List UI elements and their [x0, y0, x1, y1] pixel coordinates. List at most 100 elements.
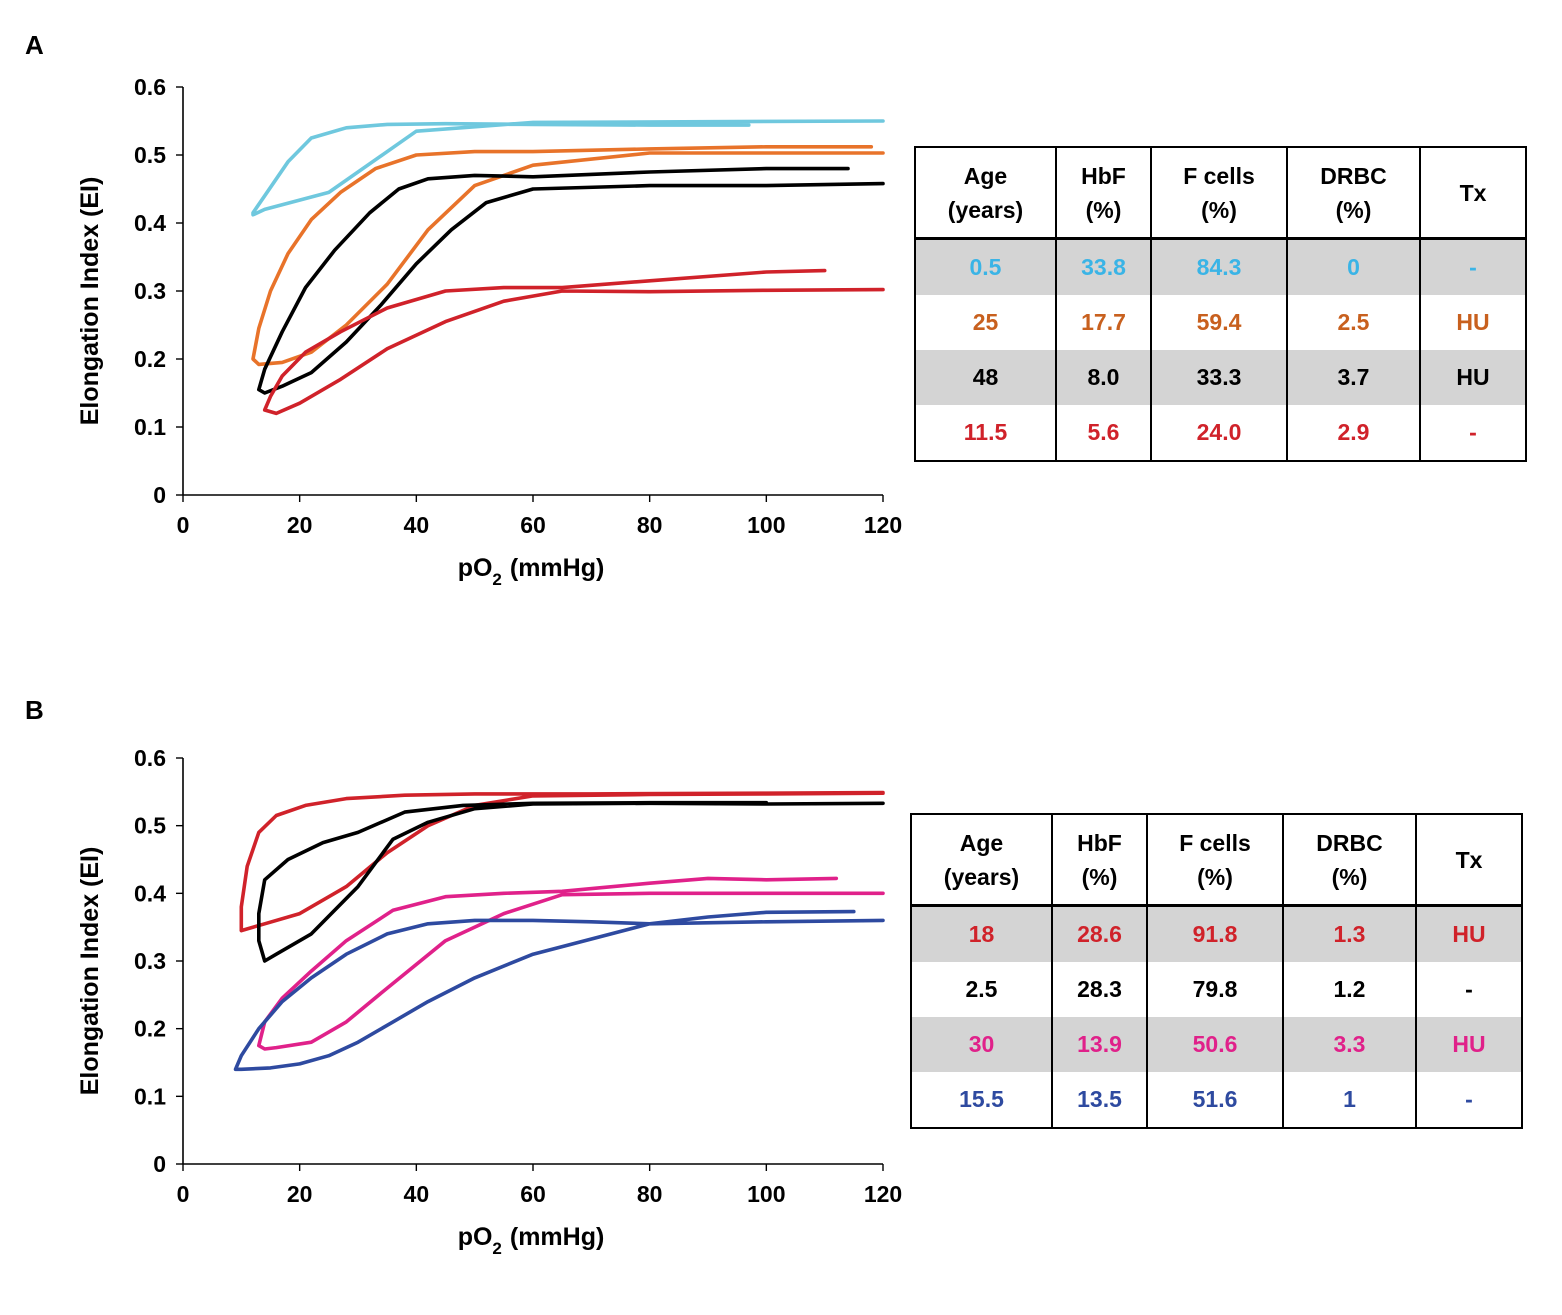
table-cell: 1.3: [1282, 905, 1417, 962]
table-cell: 8.0: [1055, 350, 1152, 405]
table-header-cell: Age (years): [910, 814, 1053, 907]
table-cell: 24.0: [1150, 405, 1288, 461]
x-tick-label: 100: [747, 1181, 785, 1207]
table-cell: 30: [910, 1017, 1053, 1072]
table-cell: 33.8: [1055, 238, 1152, 295]
x-tick-label: 20: [287, 1181, 313, 1207]
table-cell: 79.8: [1146, 962, 1284, 1017]
table-header-text: Tx: [1459, 179, 1487, 206]
table-row: 30 13.9 50.6 3.3 HU: [910, 1017, 1523, 1072]
x-axis-title: pO2 (mmHg): [458, 1223, 605, 1258]
x-tick-label: 120: [864, 1181, 902, 1207]
y-tick-label: 0.3: [134, 278, 166, 304]
series-curve: [233, 909, 885, 1072]
x-tick-label: 60: [520, 512, 546, 538]
table-row: 48 8.0 33.3 3.7 HU: [914, 350, 1527, 405]
table-header-text: (years): [943, 863, 1020, 890]
table-header-cell: HbF (%): [1055, 147, 1152, 240]
y-tick-label: 0.4: [134, 880, 166, 906]
chart-b: 0 0.1 0.2 0.3 0.4 0.5 0.6 0 20 40 60 80 100 120 pO2 (mm…: [76, 745, 902, 1258]
table-header-text: (%): [1201, 196, 1237, 223]
table-cell: 59.4: [1150, 295, 1288, 350]
y-tick-label: 0.2: [134, 346, 166, 372]
x-tick-label: 100: [747, 512, 785, 538]
series-curve: [251, 119, 885, 217]
table-cell: 1.2: [1282, 962, 1417, 1017]
table-cell: 91.8: [1146, 905, 1284, 962]
x-tick-label: 0: [177, 1181, 190, 1207]
x-axis-title-unit: (mmHg): [510, 554, 604, 582]
table-header-text: Age: [959, 829, 1004, 856]
panel-letter: B: [25, 695, 44, 725]
table-cell: -: [1419, 405, 1527, 461]
table-cell: 2.9: [1286, 405, 1421, 461]
table-cell: 3.7: [1286, 350, 1421, 405]
table-header-text: HbF: [1077, 829, 1122, 856]
table-header-cell: Tx: [1419, 147, 1527, 240]
panel-b: B 0 0.1 0.2 0.3 0.4 0.5 0.6 0 20 40 60 80 100 120 pO2 (…: [0, 665, 1562, 1315]
table-cell: 51.6: [1146, 1072, 1284, 1128]
table-header-text: (%): [1081, 863, 1118, 890]
table-header-text: Tx: [1455, 846, 1483, 873]
table-cell: 84.3: [1150, 238, 1288, 295]
x-axis-title-sub: 2: [492, 1239, 501, 1258]
x-tick-label: 0: [177, 512, 190, 538]
table-cell: HU: [1419, 295, 1527, 350]
table-header-cell: DRBC (%): [1286, 147, 1421, 240]
table-header-row: Age (years) HbF (%) F cells (%) DRBC (%) Tx: [910, 814, 1523, 907]
table-row: 18 28.6 91.8 1.3 HU: [910, 905, 1523, 962]
table-header-text: (%): [1085, 196, 1122, 223]
y-tick-label: 0.1: [134, 1083, 166, 1109]
y-tick-label: 0.1: [134, 414, 166, 440]
table-header-cell: Age (years): [914, 147, 1057, 240]
table-cell: 13.5: [1051, 1072, 1148, 1128]
table-cell: 11.5: [914, 405, 1057, 461]
table-header-cell: F cells (%): [1150, 147, 1288, 240]
series-curve: [239, 790, 885, 933]
table-header-text: (%): [1331, 863, 1368, 890]
table-header-text: F cells: [1183, 162, 1255, 189]
x-axis-title: pO2 (mmHg): [458, 554, 605, 589]
table-row: 2.5 28.3 79.8 1.2-: [910, 962, 1523, 1017]
x-tick-label: 40: [404, 1181, 430, 1207]
table-cell: -: [1419, 238, 1527, 295]
y-tick-label: 0.4: [134, 210, 166, 236]
y-tick-label: 0.5: [134, 142, 166, 168]
table-cell: 0.5: [914, 238, 1057, 295]
table-cell: 33.3: [1150, 350, 1288, 405]
table-cell: 25: [914, 295, 1057, 350]
table-cell: 13.9: [1051, 1017, 1148, 1072]
table-header-cell: F cells (%): [1146, 814, 1284, 907]
x-tick-label: 80: [637, 1181, 663, 1207]
panel-letter: A: [25, 30, 44, 60]
table-header-text: (%): [1335, 196, 1372, 223]
table-cell: 3.3: [1282, 1017, 1417, 1072]
table-header-text: DRBC: [1320, 162, 1387, 189]
table-header-cell: HbF (%): [1051, 814, 1148, 907]
table-cell: 28.3: [1051, 962, 1148, 1017]
y-tick-label: 0.6: [134, 74, 166, 100]
y-tick-label: 0.6: [134, 745, 166, 771]
table-cell: 18: [910, 905, 1053, 962]
table-cell: 17.7: [1055, 295, 1152, 350]
x-tick-label: 120: [864, 512, 902, 538]
y-tick-label: 0.2: [134, 1016, 166, 1042]
table-cell: 15.5: [910, 1072, 1053, 1128]
x-tick-label: 60: [520, 1181, 546, 1207]
x-tick-label: 80: [637, 512, 663, 538]
table-row: 11.5 5.6 24.0 2.9-: [914, 405, 1527, 461]
y-axis-title: Elongation Index (EI): [76, 847, 104, 1096]
series-curve: [262, 268, 885, 416]
series-curve: [256, 166, 885, 395]
table-cell: HU: [1415, 905, 1523, 962]
table-cell: 2.5: [1286, 295, 1421, 350]
table-cell: 48: [914, 350, 1057, 405]
data-table-a: Age (years) HbF (%) F cells (%) DRBC (%) Tx 0.5 33…: [914, 146, 1527, 462]
table-header-text: DRBC: [1316, 829, 1383, 856]
y-tick-label: 0: [153, 1151, 166, 1177]
panel-a: A 0 0.1 0.2 0.3 0.4 0.5 0.6 0 20 40 60 80 100 120 pO2 (…: [0, 0, 1562, 650]
table-header-row: Age (years) HbF (%) F cells (%) DRBC (%) Tx: [914, 147, 1527, 240]
x-axis-title-main: pO: [458, 1223, 493, 1251]
table-cell: 50.6: [1146, 1017, 1284, 1072]
table-row: 25 17.7 59.4 2.5 HU: [914, 295, 1527, 350]
